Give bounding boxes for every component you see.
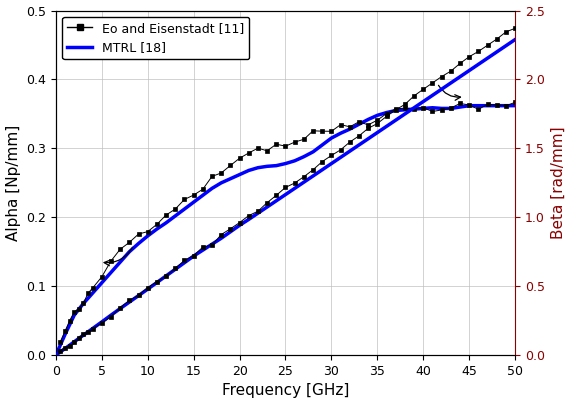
X-axis label: Frequency [GHz]: Frequency [GHz] (222, 383, 349, 398)
Y-axis label: Beta [rad/mm]: Beta [rad/mm] (550, 126, 565, 239)
Y-axis label: Alpha [Np/mm]: Alpha [Np/mm] (6, 125, 21, 241)
Legend: Eo and Eisenstadt [11], MTRL [18]: Eo and Eisenstadt [11], MTRL [18] (62, 17, 250, 59)
Eo and Eisenstadt [11] (319, 129, 325, 134)
Eo and Eisenstadt [11] (356, 119, 363, 124)
Eo and Eisenstadt [11] (208, 174, 215, 179)
Eo and Eisenstadt [11] (512, 100, 518, 105)
Eo and Eisenstadt [11] (291, 140, 298, 145)
Eo and Eisenstadt [11] (107, 259, 114, 263)
Line: Eo and Eisenstadt [11]: Eo and Eisenstadt [11] (58, 100, 517, 344)
Eo and Eisenstadt [11] (57, 339, 64, 344)
Eo and Eisenstadt [11] (309, 128, 316, 133)
